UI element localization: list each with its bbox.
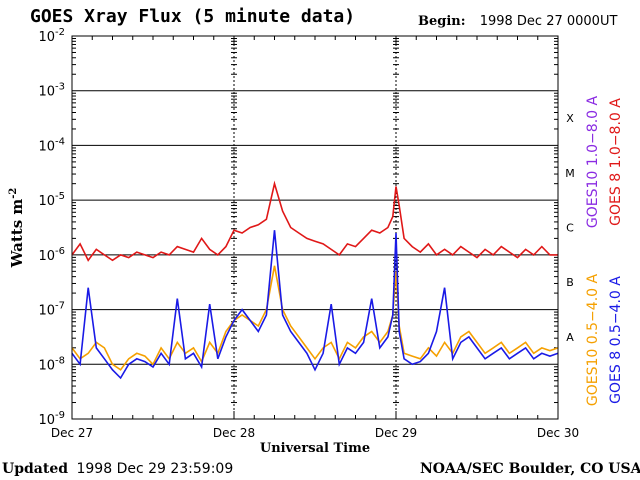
plot-frame [71,35,559,420]
begin-label: Begin: [418,14,466,29]
x-axis-ticks: Dec 27 Dec 28 Dec 29 Dec 30 [51,36,579,440]
y-tick-label: 10-6 [38,246,65,264]
y-tick-label: 10-4 [38,136,65,154]
series-lines [71,180,559,380]
y-tick-label: 10-9 [38,410,65,428]
credit-text: NOAA/SEC Boulder, CO USA [420,461,640,477]
y-tick-label: 10-5 [38,191,65,209]
begin-date: 1998 Dec 27 0000UT [479,14,618,29]
legend-entry: GOES 8 0.5−4.0 A [608,276,624,404]
flare-class-label: M [565,167,575,180]
y-tick-label: 10-8 [38,355,65,373]
flare-class-label: A [566,331,574,344]
flare-class-label: X [566,112,574,125]
y-axis-label: Watts m-2 [8,188,26,269]
series-line [71,180,558,262]
x-tick-label: Dec 27 [51,426,93,440]
series-line [71,230,559,380]
grid-lines [72,36,558,419]
y-tick-label: 10-3 [38,82,65,100]
y-axis-label-text: Watts m [8,199,26,269]
flare-class-label: C [566,222,574,235]
x-tick-label: Dec 29 [375,426,417,440]
legend-entry: GOES10 0.5−4.0 A [585,274,601,407]
y-axis-label-sup: -2 [8,188,19,199]
y-tick-label: 10-2 [38,27,65,45]
flare-class-label: B [566,276,574,289]
x-tick-label: Dec 28 [213,426,255,440]
updated-info: Updated 1998 Dec 29 23:59:09 [2,461,233,477]
legend: GOES10 1.0−8.0 A GOES 8 1.0−8.0 A GOES10 0… [585,96,624,407]
begin-info: Begin: 1998 Dec 27 0000UT [418,14,617,29]
chart-title: GOES Xray Flux (5 minute data) [30,6,356,27]
updated-label: Updated [2,461,69,477]
series-line [71,265,559,371]
x-axis-label: Universal Time [260,441,370,456]
legend-entry: GOES10 1.0−8.0 A [585,96,601,229]
flare-class-labels: A B C M X [565,112,575,344]
legend-entry: GOES 8 1.0−8.0 A [608,98,624,226]
y-tick-label: 10-7 [38,301,65,319]
x-tick-label: Dec 30 [537,426,579,440]
updated-date: 1998 Dec 29 23:59:09 [76,461,234,477]
